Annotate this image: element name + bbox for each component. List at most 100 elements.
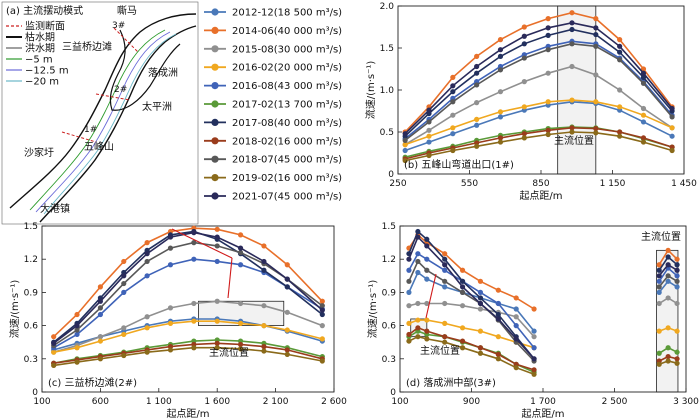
data-point bbox=[569, 20, 575, 26]
data-point bbox=[144, 251, 150, 257]
chart-title: (b) 五峰山弯道出口(1#) bbox=[404, 158, 514, 171]
data-point bbox=[459, 303, 466, 309]
series-line bbox=[53, 346, 323, 367]
data-point bbox=[617, 43, 623, 49]
series-line bbox=[53, 231, 323, 344]
data-point bbox=[167, 305, 174, 311]
data-point bbox=[214, 226, 220, 232]
y-tick-label: 0 bbox=[32, 388, 38, 398]
y-tick-label: 0.9 bbox=[24, 288, 39, 298]
data-point bbox=[497, 67, 504, 73]
data-point bbox=[593, 31, 599, 38]
series-line bbox=[53, 241, 323, 347]
data-point bbox=[237, 320, 244, 326]
data-point bbox=[415, 234, 421, 240]
data-point bbox=[674, 349, 680, 355]
data-point bbox=[640, 74, 647, 80]
data-point bbox=[459, 289, 466, 295]
data-point bbox=[521, 79, 527, 85]
data-point bbox=[424, 300, 430, 307]
series-line bbox=[404, 40, 673, 140]
pointer-line bbox=[171, 228, 233, 259]
x-tick-label: 1 700 bbox=[530, 397, 556, 407]
data-point bbox=[74, 331, 80, 338]
data-point bbox=[415, 258, 421, 265]
data-point bbox=[545, 127, 551, 133]
x-tick-label: 100 bbox=[33, 397, 50, 407]
data-point bbox=[569, 63, 575, 70]
data-point bbox=[144, 349, 150, 355]
data-point bbox=[284, 327, 290, 333]
data-point bbox=[497, 47, 504, 53]
legend-label: 2012-12(18 500 m³/s) bbox=[232, 8, 342, 19]
legend-label: 2015-08(30 000 m³/s) bbox=[232, 44, 342, 55]
data-point bbox=[424, 256, 430, 262]
data-point bbox=[214, 258, 220, 265]
y-tick-label: 2.0 bbox=[380, 2, 395, 12]
data-point bbox=[402, 157, 408, 164]
series-line bbox=[404, 131, 673, 162]
data-point bbox=[674, 267, 680, 273]
data-point bbox=[495, 311, 501, 318]
island-outline bbox=[109, 29, 181, 111]
legend-marker bbox=[211, 118, 219, 126]
data-point bbox=[656, 289, 662, 295]
legend-marker bbox=[211, 63, 219, 71]
data-point bbox=[665, 295, 671, 301]
data-point bbox=[459, 278, 466, 284]
data-point bbox=[415, 228, 421, 235]
data-point bbox=[474, 53, 480, 60]
data-point bbox=[121, 280, 127, 287]
x-tick-label: 850 bbox=[532, 179, 549, 189]
data-point bbox=[477, 345, 484, 351]
data-point bbox=[521, 135, 527, 141]
data-point bbox=[640, 70, 647, 76]
chart-c: 100 600 1 100 1 600 2 100 2 600 0 0.3 0.6 0.9 1.2 1… bbox=[8, 222, 347, 420]
legend-label: 2018-02(16 000 m³/s) bbox=[232, 136, 342, 147]
data-point bbox=[656, 361, 662, 367]
data-point bbox=[442, 256, 448, 262]
data-point bbox=[513, 295, 519, 301]
data-point bbox=[442, 284, 448, 290]
data-point bbox=[261, 348, 267, 354]
y-tick-label: 0.5 bbox=[380, 128, 394, 138]
data-point bbox=[191, 256, 197, 262]
data-point bbox=[237, 249, 244, 256]
data-point bbox=[167, 347, 174, 353]
x-tick-label: 550 bbox=[461, 179, 478, 189]
y-axis-label: 流速/(m·s⁻¹) bbox=[364, 61, 377, 120]
legend-label: 2017-08(40 000 m³/s) bbox=[232, 118, 342, 129]
place-wufengshan: 五峰山 bbox=[84, 141, 114, 153]
data-point bbox=[450, 99, 456, 105]
x-tick-label: 1 450 bbox=[671, 179, 697, 189]
series-legend: 2012-12(18 500 m³/s) 2014-06(40 000 m³/s)… bbox=[204, 8, 342, 203]
data-point bbox=[261, 303, 267, 309]
place-sima: 嘶马 bbox=[117, 5, 137, 17]
x-tick-label: 900 bbox=[463, 397, 480, 407]
data-point bbox=[261, 258, 267, 265]
data-point bbox=[191, 300, 197, 307]
data-point bbox=[665, 273, 671, 279]
data-point bbox=[513, 336, 519, 342]
data-point bbox=[474, 100, 480, 106]
data-point bbox=[513, 314, 519, 320]
data-point bbox=[665, 325, 671, 331]
place-dagangzhen: 大港镇 bbox=[40, 202, 70, 215]
data-point bbox=[459, 267, 466, 273]
plot-frame bbox=[399, 225, 687, 393]
data-point bbox=[121, 258, 127, 265]
data-point bbox=[656, 284, 662, 290]
section-label-2: 2# bbox=[114, 85, 127, 95]
data-point bbox=[669, 147, 675, 154]
data-point bbox=[545, 47, 551, 53]
data-point bbox=[497, 135, 504, 141]
data-point bbox=[144, 240, 150, 246]
data-point bbox=[495, 356, 501, 362]
data-point bbox=[593, 130, 599, 136]
data-point bbox=[121, 289, 127, 295]
data-point bbox=[477, 300, 484, 307]
data-point bbox=[167, 262, 174, 268]
series-line bbox=[53, 227, 323, 338]
data-point bbox=[121, 325, 127, 331]
